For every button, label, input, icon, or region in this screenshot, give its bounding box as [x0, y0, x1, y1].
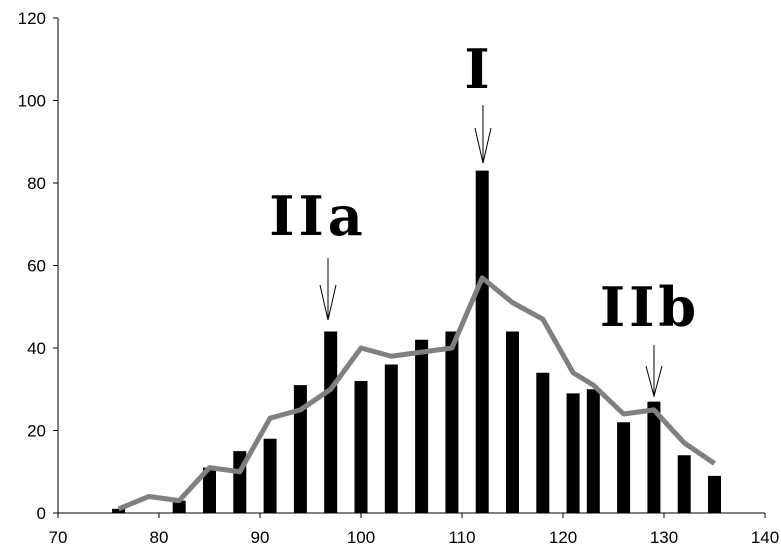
arrow	[645, 345, 663, 398]
bar	[263, 438, 277, 513]
bar	[415, 339, 429, 513]
bar	[647, 401, 661, 513]
x-tick-label: 140	[751, 528, 779, 547]
arrow	[474, 105, 492, 164]
annotation: IIa	[269, 184, 367, 248]
x-tick-label: 70	[49, 528, 68, 547]
y-tick-label: 80	[27, 174, 46, 193]
bar	[475, 170, 489, 513]
bar	[445, 331, 459, 513]
y-tick-label: 20	[27, 422, 46, 441]
bar	[536, 372, 550, 513]
y-tick-label: 120	[18, 9, 46, 28]
bar	[506, 331, 519, 513]
bar	[617, 422, 631, 513]
bar	[172, 500, 186, 513]
y-tick-label: 40	[27, 339, 46, 358]
bar	[384, 364, 398, 513]
y-tick-label: 100	[18, 92, 46, 111]
annotation: I	[464, 37, 493, 101]
x-tick-label: 120	[549, 528, 577, 547]
y-tick-label: 60	[27, 257, 46, 276]
annotation: IIb	[600, 275, 700, 339]
x-tick-label: 80	[150, 528, 169, 547]
bar	[677, 455, 691, 513]
bar	[112, 508, 126, 513]
bar	[354, 381, 368, 513]
x-tick-label: 90	[251, 528, 270, 547]
y-tick-label: 0	[37, 504, 46, 523]
x-tick-label: 100	[347, 528, 375, 547]
bar	[586, 389, 600, 513]
arrows	[319, 105, 663, 398]
bar	[203, 467, 216, 513]
bar	[708, 475, 721, 513]
x-tick-label: 130	[650, 528, 678, 547]
bar	[324, 331, 338, 513]
line	[117, 275, 716, 512]
bar	[566, 393, 580, 513]
x-tick-label: 110	[448, 528, 475, 547]
arrow	[319, 258, 337, 321]
bar	[293, 385, 307, 513]
